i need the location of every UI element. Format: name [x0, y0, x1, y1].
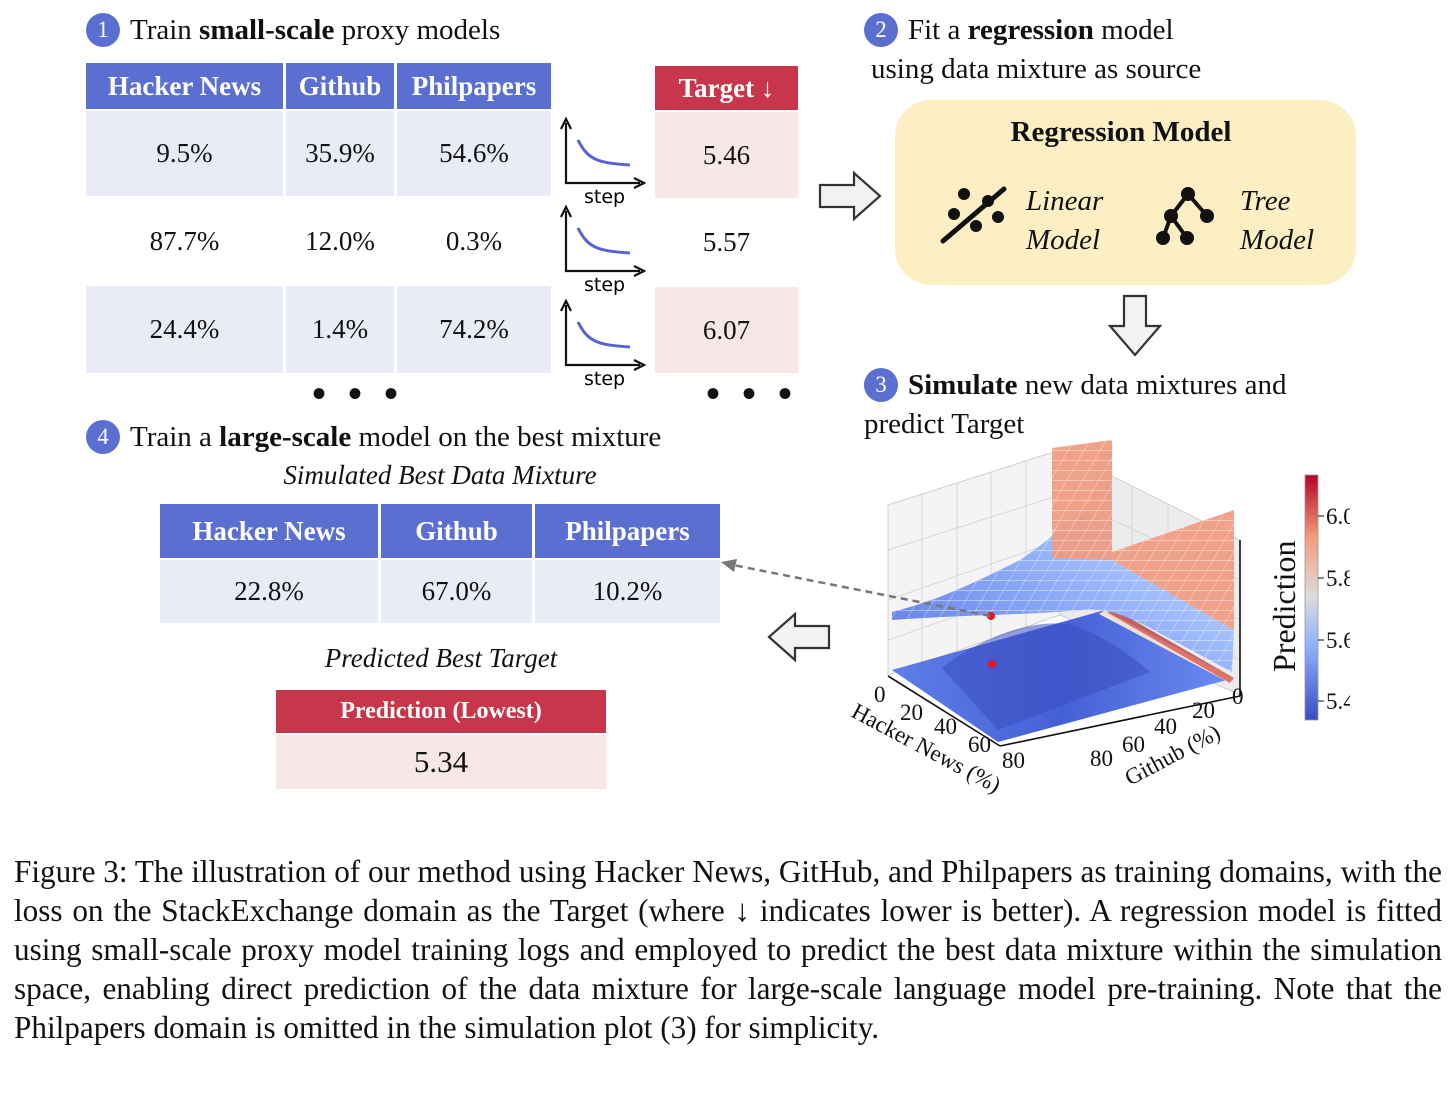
proxy-header-github: Github — [286, 63, 394, 109]
contour-region — [942, 623, 1150, 730]
x-tick: 80 — [1002, 748, 1025, 773]
target-ellipsis: • • • — [706, 371, 799, 416]
x-tick: 20 — [900, 700, 923, 725]
best-mixture-title: Simulated Best Data Mixture — [283, 460, 597, 490]
proxy-cell: 35.9% — [286, 111, 394, 196]
loss-curve-3: step — [560, 298, 647, 390]
y-tick: 80 — [1090, 746, 1113, 771]
proxy-cell: 0.3% — [445, 225, 503, 256]
tree-icon — [1156, 187, 1214, 245]
best-cell-github: 67.0% — [381, 560, 532, 623]
arrow-down-icon — [1107, 294, 1163, 357]
prediction-header: Prediction (Lowest) — [276, 690, 606, 733]
curve-step-label: step — [584, 368, 625, 390]
colorbar-tick: 5.8 — [1326, 566, 1350, 591]
x-tick: 40 — [934, 714, 957, 739]
proxy-cell: 74.2% — [397, 286, 551, 373]
x-tick: 0 — [874, 682, 886, 707]
colorbar-tick: 5.4 — [1326, 689, 1350, 714]
best-header-hacker-news: Hacker News — [160, 504, 378, 558]
proxy-header-hacker-news: Hacker News — [86, 63, 283, 109]
best-target-title: Predicted Best Target — [324, 643, 558, 673]
best-cell-hacker-news: 22.8% — [160, 560, 378, 623]
best-cell-philpapers: 10.2% — [535, 560, 720, 623]
proxy-cell: 54.6% — [397, 111, 551, 196]
arrow-left-icon — [767, 612, 831, 663]
colorbar-tick: 6.0 — [1326, 504, 1350, 529]
loss-curve-1: step — [560, 116, 647, 208]
dashed-arrow — [721, 559, 991, 618]
target-cell: 6.07 — [655, 287, 798, 373]
proxy-cell: 1.4% — [286, 286, 394, 373]
loss-curve-2: step — [560, 204, 647, 296]
best-header-github: Github — [381, 504, 532, 558]
y-tick: 0 — [1232, 684, 1244, 709]
proxy-ellipsis: • • • — [312, 371, 405, 416]
prediction-value: 5.34 — [276, 735, 606, 789]
step3-subtitle: predict Target — [864, 408, 1025, 440]
simulation-surface-chart: 0 20 40 60 80 Hacker News (%) 0 20 40 60… — [850, 440, 1350, 798]
step4-title: 4 Train a large-scale model on the best m… — [86, 418, 661, 456]
target-cell: 5.46 — [655, 112, 798, 198]
arrow-right-icon — [818, 171, 882, 221]
y-tick: 40 — [1154, 714, 1177, 739]
proxy-cell: 12.0% — [305, 225, 375, 256]
step1-number-badge: 1 — [86, 13, 120, 47]
tree-model-label-line2: Model — [1240, 224, 1315, 256]
surface-min-marker — [987, 612, 995, 620]
x-tick: 60 — [968, 732, 991, 757]
target-cell: 5.57 — [702, 226, 751, 257]
figure-caption: Figure 3: The illustration of our method… — [14, 854, 1442, 1045]
linear-regression-icon — [940, 186, 1007, 244]
y-tick: 20 — [1192, 698, 1215, 723]
best-header-philpapers: Philpapers — [535, 504, 720, 558]
regression-model-title: Regression Model — [1010, 116, 1232, 148]
surface-mesh — [892, 500, 1234, 672]
proxy-cell: 87.7% — [149, 225, 220, 256]
y-tick: 60 — [1122, 732, 1145, 757]
step2-number-badge: 2 — [864, 13, 898, 47]
colorbar-label: Prediction — [1266, 540, 1302, 672]
colorbar-tick: 5.6 — [1326, 628, 1350, 653]
curve-step-label: step — [584, 274, 625, 296]
proxy-header-philpapers: Philpapers — [397, 63, 551, 109]
proxy-cell: 24.4% — [86, 286, 283, 373]
step1-title: 1 Train small-scale proxy models — [86, 11, 500, 49]
ridge-mesh — [1052, 440, 1234, 630]
tree-model-label-line1: Tree — [1240, 185, 1291, 217]
proxy-cell: 9.5% — [86, 111, 283, 196]
step4-number-badge: 4 — [86, 420, 120, 454]
linear-model-label-line1: Linear — [1026, 185, 1104, 217]
step3-title: 3 Simulate new data mixtures and — [864, 366, 1287, 404]
step3-number-badge: 3 — [864, 368, 898, 402]
target-header: Target ↓ — [655, 66, 798, 110]
step2-subtitle: using data mixture as source — [871, 53, 1202, 85]
regression-model-box — [895, 100, 1356, 285]
step2-title: 2 Fit a regression model — [864, 11, 1174, 49]
curve-step-label: step — [584, 186, 625, 208]
contour-edge-hot — [1108, 608, 1234, 683]
colorbar — [1304, 474, 1319, 721]
floor-min-marker — [988, 660, 996, 668]
linear-model-label-line2: Model — [1026, 224, 1101, 256]
